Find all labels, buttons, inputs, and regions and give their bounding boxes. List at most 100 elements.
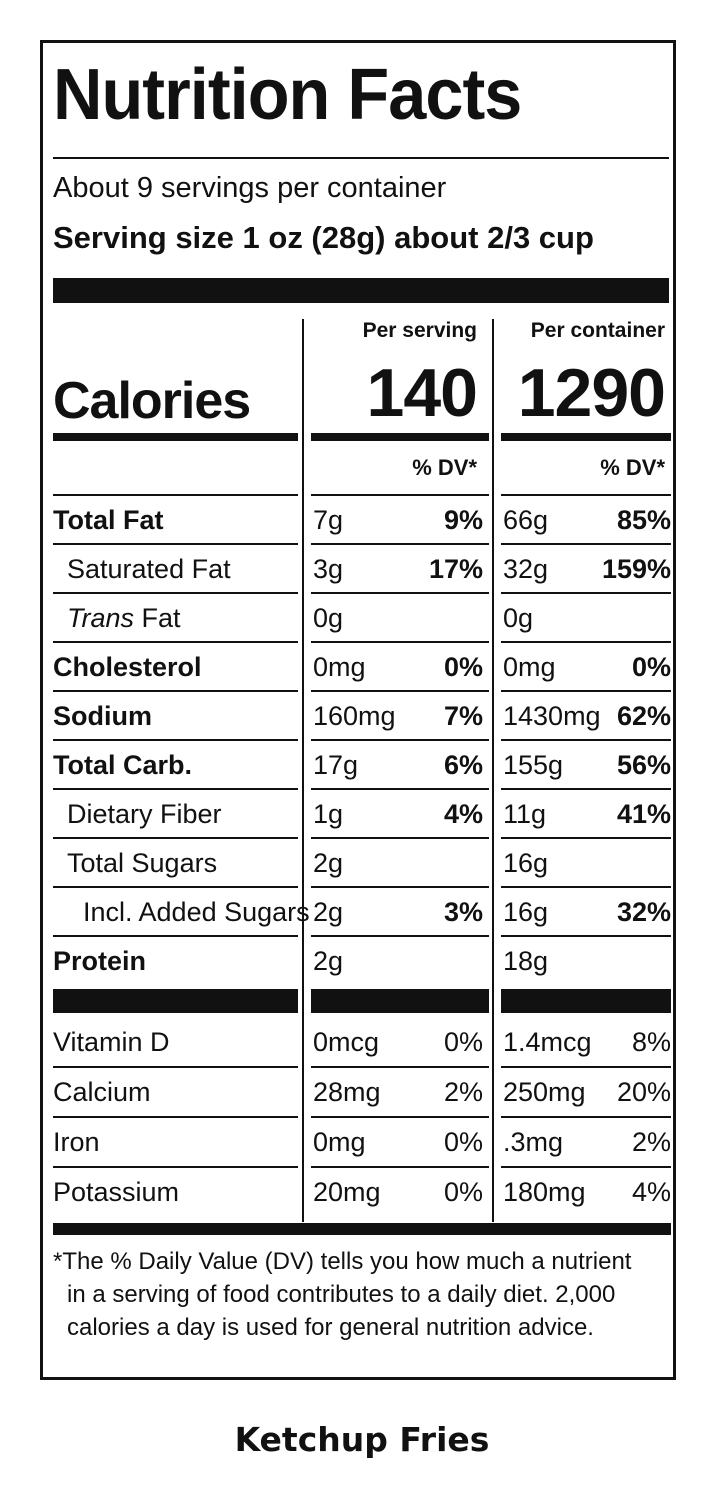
nutrients-row-divider [501, 837, 671, 839]
vitamins-row: Calcium 28mg 2% 250mg 20% [43, 1067, 679, 1117]
dv-header-divider [501, 494, 671, 496]
serving-amount: 2g [313, 946, 344, 976]
nutrients-name-rest: Fat [134, 603, 181, 633]
vitamins-row: Iron 0mg 0% .3mg 2% [43, 1117, 679, 1167]
nutrients-row: Total Carb. 17g 6% 155g 56% [43, 740, 679, 790]
serving-size: Serving size 1 oz (28g) about 2/3 cup [53, 220, 594, 255]
serving-amount: 0mg [313, 652, 366, 682]
thick-divider-vitamins-serving [311, 989, 489, 1013]
serving-percent: 2% [443, 1077, 483, 1107]
vitamins-row-divider [311, 1166, 489, 1168]
nutrients-row-divider [311, 837, 489, 839]
container-percent: 159% [601, 554, 671, 584]
container-percent: 8% [631, 1027, 671, 1057]
serving-amount: 2g [313, 848, 344, 878]
container-percent: 41% [616, 799, 671, 829]
container-amount: 16g [503, 897, 549, 927]
vitamins-row: Vitamin D 0mcg 0% 1.4mcg 8% [43, 1017, 679, 1067]
nutrients-name: Dietary Fiber [67, 799, 222, 829]
container-amount: 155g [503, 750, 564, 780]
serving-amount: 3g [313, 554, 344, 584]
column-divider-1 [302, 319, 304, 1222]
container-amount: .3mg [503, 1127, 564, 1157]
nutrients-name: Incl. Added Sugars [83, 897, 310, 927]
container-percent: 62% [616, 701, 671, 731]
nutrients-name: Trans Fat [67, 593, 181, 643]
serving-amount: 0mcg [313, 1027, 380, 1057]
column-divider-2 [492, 319, 494, 1222]
nutrients-row: Incl. Added Sugars 2g 3% 16g 32% [43, 887, 679, 937]
container-percent: 56% [616, 750, 671, 780]
nutrients-row-divider [53, 935, 298, 937]
calories-per-serving: 140 [366, 355, 478, 431]
dv-header-divider [311, 494, 489, 496]
nutrients-row-divider [53, 886, 298, 888]
nutrients-row-divider [53, 690, 298, 692]
serving-percent: 17% [428, 554, 483, 584]
serving-percent: 6% [443, 750, 483, 780]
nutrients-row-divider [53, 788, 298, 790]
container-amount: 32g [503, 554, 549, 584]
calories-rule-label [53, 433, 298, 441]
nutrients-row-divider [501, 886, 671, 888]
nutrients-name: Cholesterol [53, 652, 202, 682]
thick-divider-vitamins-label [53, 989, 298, 1013]
vitamins-row-divider [501, 1066, 671, 1068]
calories-rule-serving [311, 433, 489, 441]
panel-title: Nutrition Facts [53, 55, 522, 135]
nutrients-row-divider [53, 592, 298, 594]
nutrients-name: Saturated Fat [67, 554, 231, 584]
nutrients-row-divider [311, 886, 489, 888]
product-name: Ketchup Fries [234, 1420, 490, 1459]
footnote: *The % Daily Value (DV) tells you how mu… [53, 1245, 653, 1344]
container-amount: 66g [503, 505, 549, 535]
serving-amount: 1g [313, 799, 344, 829]
container-amount: 0g [503, 603, 534, 633]
footnote-line-2: in a serving of food contributes to a da… [67, 1281, 616, 1308]
serving-percent: 7% [443, 701, 483, 731]
container-amount: 1.4mcg [503, 1027, 592, 1057]
serving-percent: 4% [443, 799, 483, 829]
thick-divider-top [53, 278, 669, 303]
footnote-line-3: calories a day is used for general nutri… [67, 1314, 594, 1341]
vitamins-row-divider [53, 1116, 298, 1118]
vitamins-row-divider [311, 1066, 489, 1068]
nutrients-row-divider [53, 641, 298, 643]
serving-percent: 0% [443, 1127, 483, 1157]
nutrients-row-divider [501, 935, 671, 937]
per-container-header: Per container [530, 319, 665, 342]
nutrients-row-divider [501, 739, 671, 741]
thick-divider-vitamins-container [501, 989, 671, 1013]
serving-percent: 0% [443, 1027, 483, 1057]
nutrients-row: Trans Fat 0g 0g [43, 593, 679, 643]
footnote-line-1: *The % Daily Value (DV) tells you how mu… [53, 1248, 632, 1275]
calories-label: Calories [53, 372, 251, 430]
vitamins-name: Iron [53, 1127, 100, 1157]
nutrients-row: Sodium 160mg 7% 1430mg 62% [43, 691, 679, 741]
dv-header-divider [53, 494, 298, 496]
serving-amount: 0g [313, 603, 344, 633]
title-divider [53, 157, 669, 159]
container-amount: 11g [503, 799, 547, 829]
nutrients-row: Protein 2g 18g [43, 936, 679, 986]
dv-header-container: % DV* [600, 455, 665, 480]
serving-amount: 160mg [313, 701, 396, 731]
vitamins-name: Vitamin D [53, 1027, 170, 1057]
dv-header-serving: % DV* [412, 455, 477, 480]
vitamins-row-divider [501, 1166, 671, 1168]
nutrients-row-divider [501, 543, 671, 545]
serving-amount: 0mg [313, 1127, 366, 1157]
container-amount: 18g [503, 946, 549, 976]
nutrients-row-divider [311, 543, 489, 545]
nutrients-row-divider [53, 837, 298, 839]
container-percent: 85% [616, 505, 671, 535]
nutrients-row: Cholesterol 0mg 0% 0mg 0% [43, 642, 679, 692]
nutrients-row-divider [311, 935, 489, 937]
servings-per-container: About 9 servings per container [53, 172, 447, 204]
nutrition-facts-panel: Nutrition Facts About 9 servings per con… [40, 40, 676, 1380]
nutrients-name: Total Carb. [53, 750, 193, 780]
container-amount: 16g [503, 848, 549, 878]
nutrients-name: Total Fat [53, 505, 164, 535]
nutrients-row-divider [501, 592, 671, 594]
serving-amount: 2g [313, 897, 344, 927]
